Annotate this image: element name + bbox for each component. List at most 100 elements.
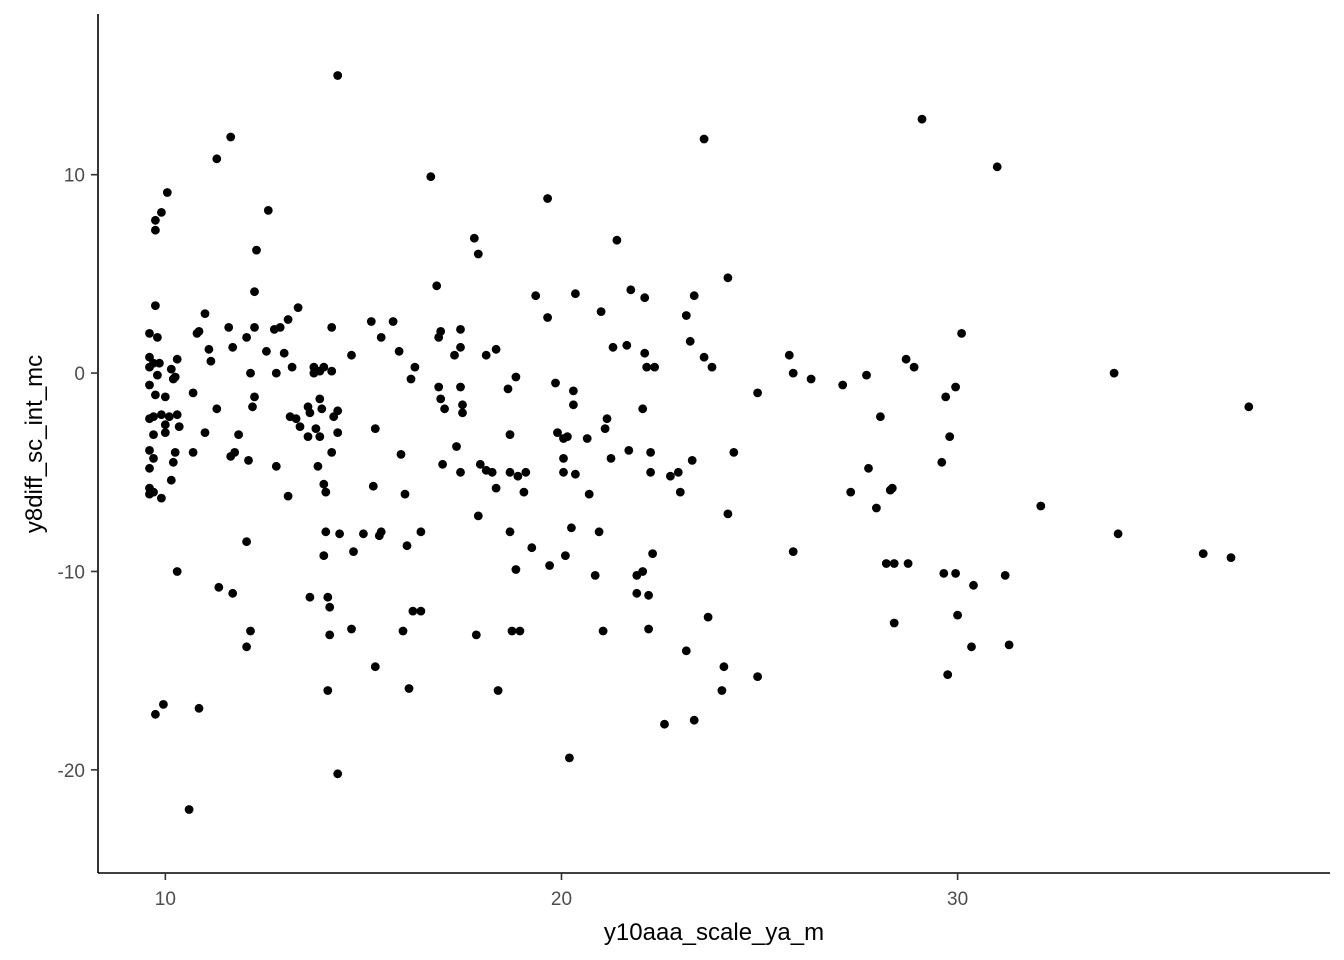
data-point-78	[279, 348, 289, 358]
data-point-77	[275, 323, 285, 332]
x-tick-label-20: 20	[551, 889, 572, 910]
data-point-13	[149, 412, 158, 422]
data-point-18	[151, 709, 160, 719]
data-point-191	[569, 386, 578, 396]
data-point-122	[370, 424, 380, 433]
data-point-174	[515, 626, 525, 636]
data-point-116	[347, 350, 356, 360]
data-point-72	[262, 346, 271, 356]
data-point-207	[624, 446, 634, 455]
data-point-234	[703, 612, 713, 622]
data-point-194	[571, 469, 580, 479]
data-point-253	[881, 559, 891, 568]
data-point-148	[452, 442, 461, 451]
data-point-30	[164, 412, 174, 422]
data-point-54	[224, 323, 234, 332]
data-point-6	[145, 463, 154, 473]
data-point-218	[646, 448, 655, 457]
data-point-276	[1036, 501, 1046, 511]
data-point-34	[168, 457, 178, 467]
data-point-69	[250, 392, 259, 402]
data-point-239	[723, 509, 733, 519]
data-point-144	[436, 394, 446, 404]
data-point-238	[723, 273, 733, 283]
data-point-126	[376, 333, 386, 342]
data-point-109	[327, 448, 337, 457]
data-point-243	[784, 350, 794, 360]
data-point-35	[170, 372, 180, 382]
data-point-189	[565, 753, 574, 763]
x-tick-label-30: 30	[947, 889, 968, 910]
data-point-211	[638, 404, 648, 414]
data-point-271	[967, 642, 976, 652]
data-point-87	[303, 432, 313, 441]
data-point-159	[471, 630, 481, 640]
data-point-246	[806, 374, 816, 384]
data-point-212	[638, 567, 648, 576]
data-point-108	[327, 366, 337, 376]
data-point-63	[244, 456, 253, 465]
data-point-92	[311, 424, 321, 433]
data-point-164	[491, 483, 501, 493]
data-point-28	[160, 428, 170, 437]
data-point-37	[172, 354, 182, 364]
data-point-248	[846, 487, 856, 497]
data-point-235	[707, 362, 717, 372]
data-point-240	[729, 448, 739, 457]
y-tick-label-0: 0	[74, 364, 85, 385]
data-point-175	[519, 487, 529, 497]
data-point-67	[248, 402, 257, 412]
data-point-197	[590, 571, 600, 580]
data-point-241	[753, 388, 762, 398]
data-point-12	[149, 487, 158, 497]
data-point-140	[432, 281, 442, 291]
data-point-220	[648, 549, 657, 558]
data-point-57	[228, 342, 238, 352]
data-point-221	[650, 362, 659, 372]
data-point-226	[681, 311, 691, 320]
data-point-27	[160, 420, 170, 430]
data-point-198	[594, 527, 604, 537]
data-point-281	[1244, 402, 1254, 412]
data-point-94	[315, 432, 325, 441]
data-point-244	[788, 368, 798, 378]
data-point-151	[456, 467, 465, 477]
data-point-185	[559, 454, 568, 463]
data-point-223	[666, 471, 675, 481]
data-point-233	[699, 352, 709, 362]
data-point-177	[527, 543, 537, 553]
data-point-166	[503, 384, 513, 394]
x-tick-label-10: 10	[155, 889, 176, 910]
data-point-83	[291, 414, 301, 424]
data-point-180	[543, 313, 552, 322]
y-tick-label-10: 10	[64, 166, 85, 187]
x-axis-ticks: 10 20 30	[155, 873, 968, 910]
data-point-200	[598, 626, 608, 636]
data-point-58	[228, 588, 238, 598]
data-point-15	[151, 215, 160, 225]
data-point-178	[531, 291, 541, 301]
data-point-115	[333, 769, 343, 779]
data-point-187	[561, 551, 570, 560]
data-point-22	[157, 208, 166, 217]
data-point-179	[543, 194, 552, 203]
data-point-38	[172, 567, 182, 576]
data-point-163	[491, 344, 501, 354]
data-point-52	[212, 154, 222, 164]
data-point-98	[319, 362, 329, 372]
data-point-104	[323, 686, 333, 695]
data-point-270	[957, 329, 966, 338]
y-axis-title: y8diff_sc_int_mc	[21, 355, 48, 533]
data-point-279	[1198, 549, 1208, 558]
data-point-217	[644, 590, 653, 600]
data-point-3	[145, 380, 154, 390]
data-point-192	[569, 400, 578, 410]
data-point-170	[507, 626, 517, 636]
data-point-195	[582, 434, 592, 443]
data-point-106	[325, 602, 335, 612]
data-point-222	[660, 719, 669, 729]
data-point-275	[1004, 640, 1014, 650]
data-point-255	[887, 483, 897, 493]
data-point-125	[376, 527, 386, 537]
data-point-123	[370, 662, 380, 672]
